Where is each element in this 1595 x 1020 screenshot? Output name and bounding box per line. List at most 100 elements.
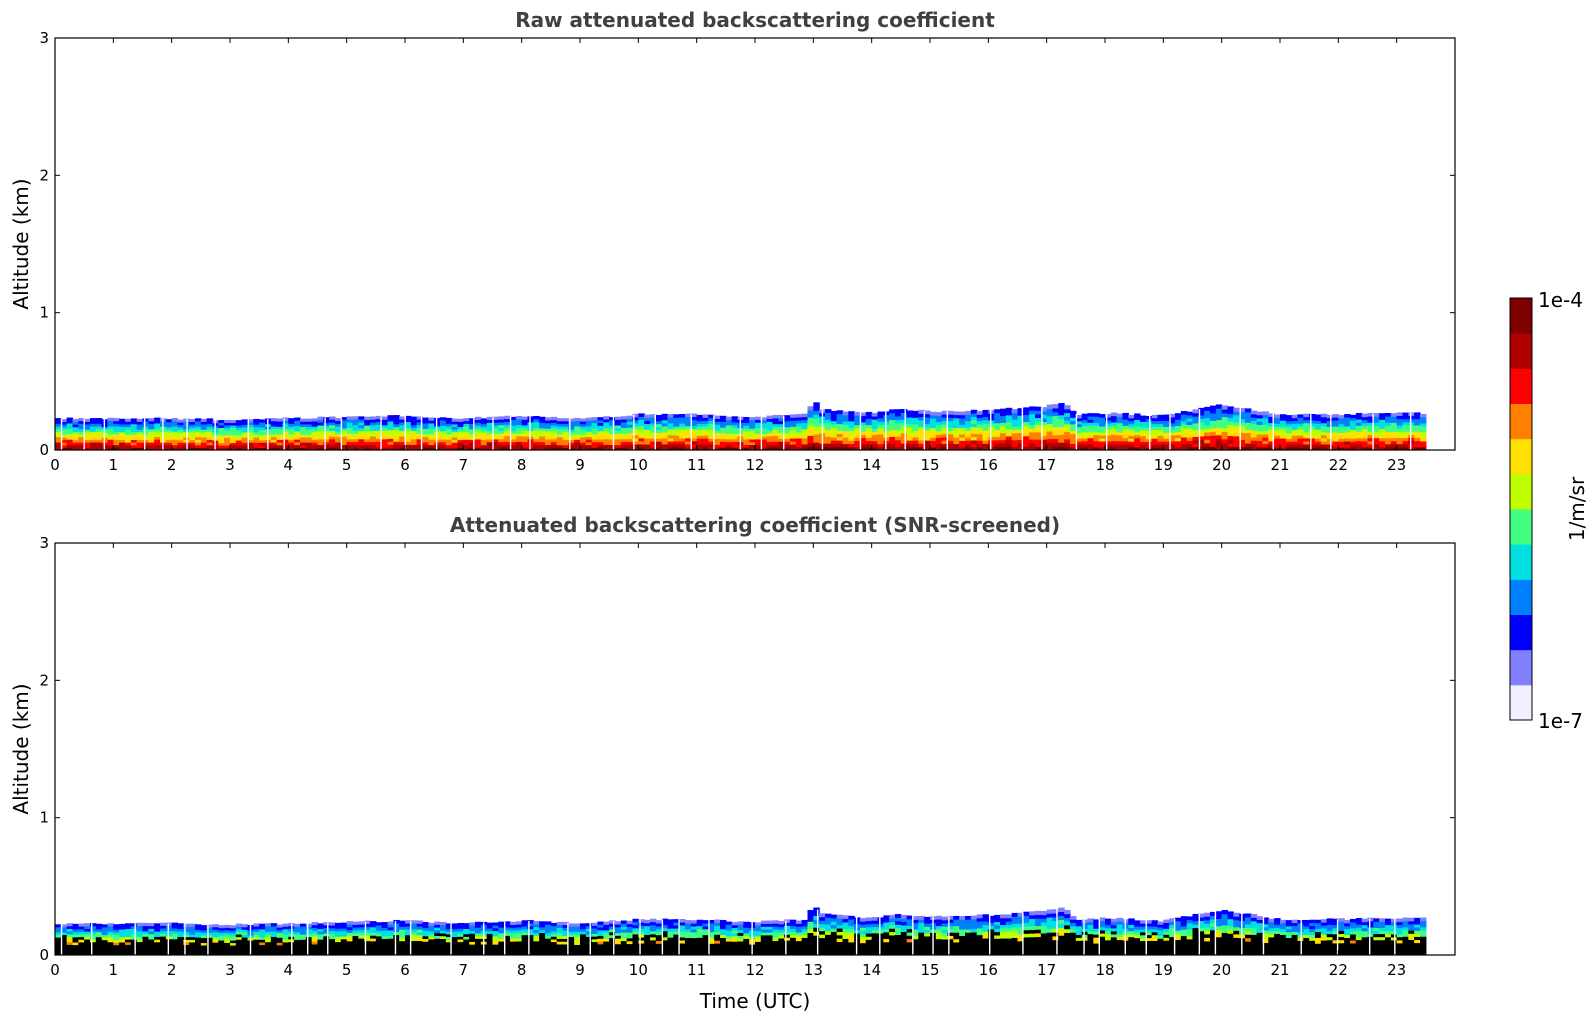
heatmap-cell <box>230 420 237 424</box>
heatmap-cell <box>504 932 511 936</box>
heatmap-cell <box>603 438 610 443</box>
heatmap-cell <box>1385 434 1392 439</box>
heatmap-cell <box>772 937 779 942</box>
heatmap-cell <box>375 447 383 451</box>
heatmap-cell <box>848 945 855 949</box>
heatmap-cell <box>457 447 464 451</box>
heatmap-cell <box>603 421 610 426</box>
heatmap-cell <box>953 938 960 943</box>
heatmap-cell <box>790 435 797 439</box>
heatmap-cell <box>778 920 785 925</box>
heatmap-cell <box>760 952 768 956</box>
heatmap-cell <box>556 932 564 937</box>
heatmap-cell <box>340 430 348 435</box>
heatmap-cell <box>253 447 260 451</box>
heatmap-cell <box>615 921 622 925</box>
heatmap-cell <box>766 415 774 419</box>
heatmap-cell <box>1105 429 1112 433</box>
heatmap-cell <box>440 927 447 931</box>
heatmap-cell <box>1408 425 1415 429</box>
heatmap-cell <box>230 930 237 934</box>
heatmap-cell <box>1110 418 1118 423</box>
heatmap-cell <box>195 447 202 451</box>
heatmap-cell <box>597 935 604 939</box>
heatmap-cell <box>1361 419 1369 424</box>
heatmap-cell <box>679 438 686 442</box>
heatmap-cell <box>743 932 750 937</box>
heatmap-cell <box>323 430 330 435</box>
heatmap-cell <box>1239 415 1246 420</box>
heatmap-cell <box>1204 414 1211 419</box>
heatmap-cell <box>358 416 365 420</box>
heatmap-cell <box>836 931 844 936</box>
x-tick-label: 0 <box>50 456 60 474</box>
heatmap-cell <box>1035 925 1042 930</box>
data-gap <box>1021 407 1024 450</box>
heatmap-cell <box>218 942 225 946</box>
heatmap-cell <box>510 438 517 443</box>
heatmap-cell <box>842 951 849 956</box>
heatmap-cell <box>1326 444 1334 448</box>
heatmap-cell <box>148 428 155 432</box>
heatmap-cell <box>860 951 867 956</box>
heatmap-cell <box>545 420 552 424</box>
heatmap-cell <box>965 935 972 940</box>
heatmap-cell <box>690 416 698 421</box>
heatmap-cell <box>504 435 511 440</box>
heatmap-cell <box>1320 422 1328 427</box>
heatmap-cell <box>580 931 587 935</box>
heatmap-cell <box>469 927 476 932</box>
heatmap-cell <box>725 927 733 931</box>
heatmap-cell <box>696 937 704 941</box>
heatmap-cell <box>1280 438 1287 442</box>
heatmap-cell <box>358 924 365 928</box>
heatmap-cell <box>1396 431 1404 435</box>
heatmap-cell <box>241 926 249 930</box>
heatmap-cell <box>842 948 849 953</box>
heatmap-cell <box>445 433 453 438</box>
heatmap-cell <box>865 415 873 419</box>
heatmap-cell <box>842 417 849 422</box>
heatmap-cell <box>84 442 91 446</box>
heatmap-cell <box>685 416 692 421</box>
data-gap <box>1330 414 1332 450</box>
heatmap-cell <box>364 427 371 432</box>
heatmap-cell <box>84 925 91 929</box>
heatmap-cell <box>346 932 354 936</box>
heatmap-cell <box>626 932 634 936</box>
heatmap-cell <box>66 936 74 940</box>
heatmap-cell <box>906 433 914 438</box>
heatmap-cell <box>66 947 74 951</box>
heatmap-cell <box>475 943 482 948</box>
heatmap-cell <box>515 435 523 440</box>
heatmap-cell <box>860 424 867 429</box>
heatmap-cell <box>200 925 208 929</box>
heatmap-cell <box>830 417 838 422</box>
heatmap-cell <box>580 926 587 930</box>
heatmap-cell <box>1239 422 1246 427</box>
heatmap-cell <box>539 952 546 956</box>
heatmap-cell <box>766 418 774 422</box>
heatmap-cell <box>807 921 814 926</box>
heatmap-cell <box>1110 434 1118 439</box>
heatmap-cell <box>609 436 616 440</box>
heatmap-cell <box>737 943 744 948</box>
heatmap-cell <box>661 422 669 427</box>
heatmap-cell <box>731 447 739 451</box>
heatmap-cell <box>574 441 581 446</box>
heatmap-cell <box>1046 438 1054 443</box>
heatmap-cell <box>819 923 826 928</box>
heatmap-cell <box>469 436 476 440</box>
heatmap-cell <box>66 949 74 953</box>
heatmap-cell <box>235 926 243 930</box>
heatmap-cell <box>259 434 266 438</box>
heatmap-cell <box>1011 912 1019 917</box>
heatmap-cell <box>784 925 791 929</box>
heatmap-cell <box>918 446 925 451</box>
heatmap-cell <box>95 434 103 438</box>
heatmap-cell <box>970 426 978 431</box>
heatmap-cell <box>574 431 581 435</box>
heatmap-cell <box>323 938 330 942</box>
heatmap-cell <box>375 430 383 434</box>
heatmap-cell <box>988 439 995 444</box>
